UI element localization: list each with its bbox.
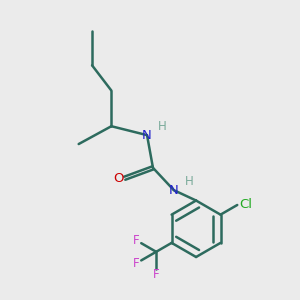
Text: H: H: [185, 175, 194, 188]
Text: N: N: [142, 129, 152, 142]
Text: H: H: [158, 120, 167, 133]
Text: F: F: [133, 256, 140, 270]
Text: Cl: Cl: [239, 199, 252, 212]
Text: O: O: [113, 172, 123, 185]
Text: F: F: [153, 268, 160, 281]
Text: N: N: [169, 184, 179, 196]
Text: F: F: [133, 234, 140, 247]
